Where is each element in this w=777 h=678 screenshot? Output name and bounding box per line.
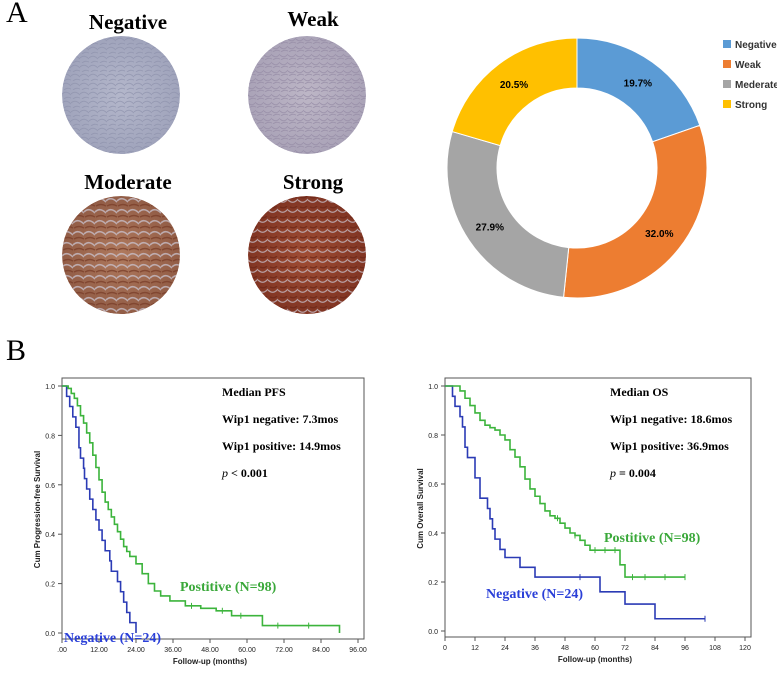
y-tick-label: 1.0 [428,384,438,391]
annotation-negative-median: Wip1 negative: 7.3mos [222,412,338,426]
negative-group-label: Negative (N=24) [486,587,583,602]
legend-label-1: Weak [735,60,761,71]
stain-label-negative: Negative [88,10,168,34]
tissue-core-strong [248,196,366,314]
x-tick-label: 0 [443,645,447,652]
x-tick-label: 84.00 [312,647,330,654]
pfs-km-chart: 0.0 0.2 0.4 0.6 0.8 1.0 .00 12.00 24.00 36.00 48.0… [33,377,367,666]
y-tick-label: 0.6 [45,483,55,490]
y-tick-label: 0.0 [45,631,55,638]
km-curve-negative [445,385,705,620]
donut-slice-strong [451,37,578,147]
y-tick-label: 0.4 [45,532,55,539]
p-symbol: p [221,466,228,480]
x-tick-label: 60.00 [238,647,256,654]
donut-value-label: 20.5% [500,80,528,91]
x-tick-label: 36 [531,645,539,652]
stain-label-weak: Weak [287,7,339,31]
x-tick-label: 24.00 [127,647,145,654]
x-tick-label: 72.00 [275,647,293,654]
negative-group-label: Negative (N=24) [64,631,161,646]
x-tick-label: 60 [591,645,599,652]
y-tick-label: 0.2 [45,582,55,589]
p-value-text: < 0.001 [228,466,268,480]
legend-swatch-2 [723,80,731,88]
donut-slice-mederate [446,130,570,298]
x-tick-label: 96 [681,645,689,652]
legend-label-0: Negative [735,40,777,51]
tissue-core-weak [248,36,366,154]
x-axis-label: Follow-up (months) [558,655,633,664]
donut-value-label: 19.7% [624,78,652,89]
km-curve-negative [62,385,137,633]
km-curve-positive [62,385,341,633]
annotation-positive-median: Wip1 positive: 14.9mos [222,439,341,453]
donut-chart: 19.7% 32.0% 27.9% 20.5% Negative Weak Mederate… [446,37,777,299]
plot-frame [444,377,752,638]
legend-swatch-0 [723,40,731,48]
stain-label-moderate: Moderate [84,170,172,194]
tissue-core-moderate [62,196,180,314]
donut-value-label: 27.9% [476,223,504,234]
os-km-chart: 0.0 0.2 0.4 0.6 0.8 1.0 0 12 24 36 48 60 72 84 96 108 12… [416,377,752,664]
x-tick-label: 12.00 [90,647,108,654]
donut-value-label: 32.0% [645,229,673,240]
x-tick-label: 36.00 [164,647,182,654]
y-tick-label: 0.2 [428,580,438,587]
x-tick-label: 108 [709,645,721,652]
x-tick-label: 96.00 [349,647,367,654]
x-tick-label: 48 [561,645,569,652]
km-curve-positive [445,385,685,578]
positive-group-label: Postitive (N=98) [604,531,701,546]
y-axis-label: Cum Overall Survival [416,468,425,548]
tissue-core-negative [62,36,180,154]
donut-slice-weak [563,124,708,299]
x-tick-label: 72 [621,645,629,652]
p-symbol: p [609,466,616,480]
x-axis-label: Follow-up (months) [173,657,248,666]
x-tick-label: 48.00 [201,647,219,654]
panel-b-letter: B [6,334,27,367]
y-tick-label: 1.0 [45,384,55,391]
plot-frame [61,377,365,640]
y-tick-label: 0.8 [428,433,438,440]
x-tick-label: .00 [57,647,67,654]
x-tick-label: 24 [501,645,509,652]
y-axis-label: Cum Progression-free Survival [33,451,42,568]
donut-slice-negative [576,37,701,143]
legend-label-2: Mederate [735,80,777,91]
p-value-text: = 0.004 [616,466,656,480]
positive-group-label: Postitive (N=98) [180,580,277,595]
y-tick-label: 0.0 [428,629,438,636]
y-tick-label: 0.8 [45,433,55,440]
stain-label-strong: Strong [282,170,344,194]
annotation-negative-median: Wip1 negative: 18.6mos [610,412,732,426]
legend-swatch-3 [723,100,731,108]
annotation-title: Median OS [610,385,669,399]
legend-swatch-1 [723,60,731,68]
y-tick-label: 0.6 [428,482,438,489]
annotation-p-value: p < 0.001 [221,466,268,480]
legend-label-3: Strong [735,100,767,111]
annotation-title: Median PFS [222,385,286,399]
x-tick-label: 84 [651,645,659,652]
panel-a-letter: A [6,0,28,29]
y-tick-label: 0.4 [428,531,438,538]
annotation-positive-median: Wip1 positive: 36.9mos [610,439,729,453]
x-tick-label: 12 [471,645,479,652]
annotation-p-value: p = 0.004 [609,466,656,480]
x-tick-label: 120 [739,645,751,652]
